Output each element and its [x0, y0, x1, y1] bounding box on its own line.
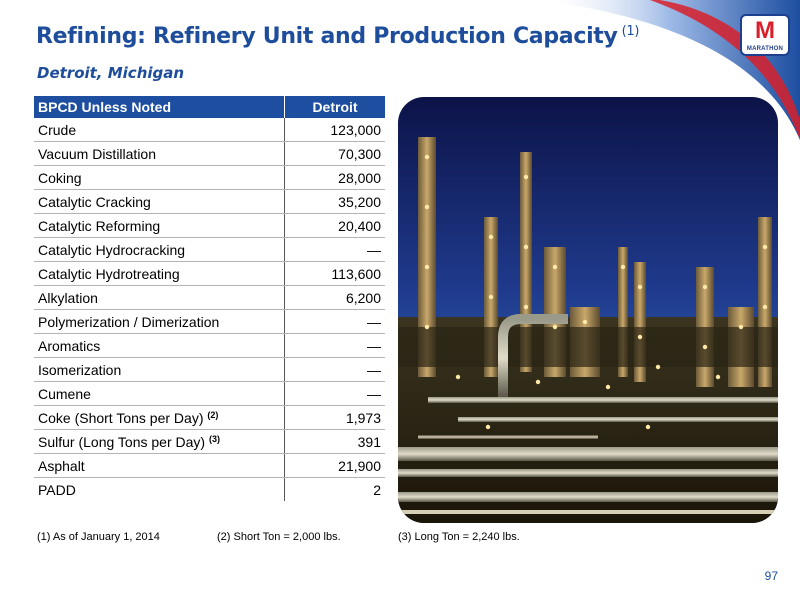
- row-label-cell: Isomerization: [34, 357, 285, 382]
- row-value: —: [284, 357, 385, 382]
- row-label-cell: Catalytic Reforming: [34, 213, 285, 238]
- footnote-3: (3) Long Ton = 2,240 lbs.: [398, 531, 520, 543]
- row-value: 123,000: [284, 118, 385, 142]
- row-value: 21,900: [284, 453, 385, 478]
- page-number: 97: [764, 569, 778, 583]
- row-value: 28,000: [284, 165, 385, 190]
- refinery-photo: [398, 97, 778, 523]
- row-label-cell: Crude: [34, 118, 285, 142]
- table-row: Cumene —: [34, 381, 385, 406]
- row-value: 20,400: [284, 213, 385, 238]
- table-row: PADD 2: [34, 477, 385, 501]
- row-label-cell: Catalytic Cracking: [34, 189, 285, 214]
- column-header-location: Detroit: [284, 96, 385, 118]
- page-title: Refining: Refinery Unit and Production C…: [36, 24, 639, 49]
- row-label: Crude: [38, 121, 77, 138]
- table-row: Sulfur (Long Tons per Day) (3) 391: [34, 429, 385, 454]
- row-label: Asphalt: [38, 457, 85, 474]
- row-label: Catalytic Reforming: [38, 217, 161, 234]
- row-label: Polymerization / Dimerization: [38, 313, 220, 330]
- row-value: 391: [284, 429, 385, 454]
- table-row: Polymerization / Dimerization —: [34, 309, 385, 334]
- row-label-cell: Aromatics: [34, 333, 285, 358]
- row-label-cell: Catalytic Hydrocracking: [34, 237, 285, 262]
- table-row: Coke (Short Tons per Day) (2) 1,973: [34, 405, 385, 430]
- page-title-text: Refining: Refinery Unit and Production C…: [36, 24, 618, 49]
- row-label-cell: Asphalt: [34, 453, 285, 478]
- row-footnote-marker: (3): [208, 433, 220, 444]
- table-row: Catalytic Hydrotreating 113,600: [34, 261, 385, 286]
- row-footnote-marker: (2): [207, 409, 219, 420]
- row-label: PADD: [38, 481, 76, 498]
- row-label: Catalytic Hydrotreating: [38, 265, 180, 282]
- header-swoosh: [540, 0, 800, 140]
- table-row: Alkylation 6,200: [34, 285, 385, 310]
- row-value: 70,300: [284, 141, 385, 166]
- row-value: 2: [373, 481, 381, 498]
- row-label-cell: Alkylation: [34, 285, 285, 310]
- table-row: Catalytic Reforming 20,400: [34, 213, 385, 238]
- table-row: Vacuum Distillation 70,300: [34, 141, 385, 166]
- row-label: Catalytic Hydrocracking: [38, 241, 186, 258]
- row-value: 35,200: [284, 189, 385, 214]
- table-row: Asphalt 21,900: [34, 453, 385, 478]
- table-row: Crude 123,000: [34, 118, 385, 142]
- row-label-cell: PADD: [34, 477, 285, 501]
- row-label-cell: Coking: [34, 165, 285, 190]
- row-label-cell: Cumene: [34, 381, 285, 406]
- row-label: Isomerization: [38, 361, 122, 378]
- table-body: Crude 123,000 Vacuum Distillation 70,300 Cok…: [34, 118, 385, 501]
- row-label-cell: Catalytic Hydrotreating: [34, 261, 285, 286]
- capacity-table: BPCD Unless Noted Detroit Crude 123,000 Va…: [34, 96, 385, 501]
- table-row: Catalytic Cracking 35,200: [34, 189, 385, 214]
- row-label: Cumene: [38, 385, 91, 402]
- footnotes: (1) As of January 1, 2014 (2) Short Ton …: [0, 531, 800, 547]
- column-header-metric: BPCD Unless Noted: [34, 96, 285, 118]
- page-subtitle: Detroit, Michigan: [37, 64, 185, 82]
- row-value: 113,600: [284, 261, 385, 286]
- row-label: Coking: [38, 169, 82, 186]
- row-label: Sulfur (Long Tons per Day): [38, 433, 206, 450]
- footnote-2: (2) Short Ton = 2,000 lbs.: [217, 531, 341, 543]
- logo-text: MARATHON: [746, 46, 784, 52]
- row-label: Alkylation: [38, 289, 98, 306]
- row-value: —: [284, 381, 385, 406]
- row-label-cell: Vacuum Distillation: [34, 141, 285, 166]
- table-header-row: BPCD Unless Noted Detroit: [34, 96, 385, 118]
- row-label-cell: Sulfur (Long Tons per Day) (3): [34, 429, 285, 454]
- row-value: —: [284, 309, 385, 334]
- row-value: —: [284, 333, 385, 358]
- table-row: Isomerization —: [34, 357, 385, 382]
- marathon-logo: M MARATHON: [740, 14, 790, 56]
- row-value: 1,973: [284, 405, 385, 430]
- table-row: Coking 28,000: [34, 165, 385, 190]
- logo-mark: M: [755, 17, 775, 44]
- row-label: Vacuum Distillation: [38, 145, 157, 162]
- table-row: Catalytic Hydrocracking —: [34, 237, 385, 262]
- row-value: 6,200: [284, 285, 385, 310]
- row-value: —: [284, 237, 385, 262]
- row-label: Coke (Short Tons per Day): [38, 409, 204, 426]
- footnote-1: (1) As of January 1, 2014: [37, 531, 160, 543]
- row-label-cell: Coke (Short Tons per Day) (2): [34, 405, 285, 430]
- title-footnote-marker: (1): [621, 24, 640, 39]
- row-label: Aromatics: [38, 337, 101, 354]
- table-row: Aromatics —: [34, 333, 385, 358]
- row-label-cell: Polymerization / Dimerization: [34, 309, 285, 334]
- row-label: Catalytic Cracking: [38, 193, 151, 210]
